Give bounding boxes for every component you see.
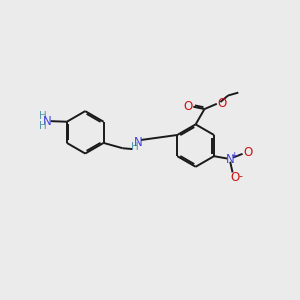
Text: N: N <box>134 136 143 149</box>
Text: N: N <box>226 153 235 166</box>
Text: H: H <box>130 142 138 152</box>
Text: N: N <box>43 115 52 128</box>
Text: -: - <box>239 172 243 182</box>
Text: O: O <box>230 171 239 184</box>
Text: O: O <box>218 97 227 110</box>
Text: +: + <box>231 152 238 160</box>
Text: O: O <box>183 100 193 112</box>
Text: O: O <box>243 146 252 159</box>
Text: H: H <box>38 111 46 122</box>
Text: H: H <box>38 121 46 131</box>
